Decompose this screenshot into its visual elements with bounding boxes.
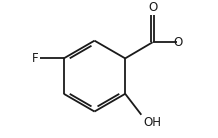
Text: F: F <box>31 52 38 65</box>
Text: OH: OH <box>143 116 161 129</box>
Text: O: O <box>148 1 157 14</box>
Text: O: O <box>174 36 183 49</box>
